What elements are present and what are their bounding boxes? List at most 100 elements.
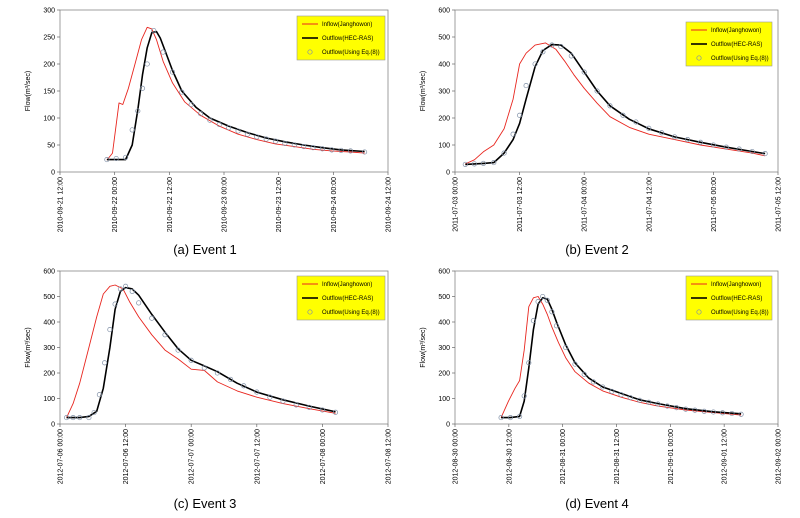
x-tick-label: 2011-07-04 00:00 [582, 177, 589, 232]
data-point-eq8 [77, 415, 83, 421]
data-point-eq8 [544, 297, 550, 303]
data-point-eq8 [151, 27, 157, 34]
data-point-eq8 [701, 408, 707, 414]
data-point-eq8 [64, 415, 70, 421]
data-point-eq8 [471, 161, 477, 167]
x-tick-label: 2010-09-23 00:00 [222, 177, 229, 232]
x-tick-label: 2010-09-21 12:00 [58, 177, 65, 232]
data-point-eq8 [720, 410, 726, 416]
data-point-eq8 [620, 112, 626, 118]
legend-label: Outflow(Using Eq.(8)) [711, 310, 769, 316]
data-point-eq8 [332, 409, 339, 415]
data-point-eq8 [637, 397, 643, 403]
data-point-eq8 [530, 318, 536, 324]
data-point-eq8 [301, 144, 307, 150]
legend-label: Inflow(Janghowon) [711, 28, 761, 34]
data-point-eq8 [280, 398, 286, 404]
y-tick-label: 300 [43, 345, 55, 352]
series-line-inflow [106, 26, 365, 161]
data-point-eq8 [480, 160, 486, 166]
data-point-eq8 [710, 409, 716, 415]
y-tick-label: 600 [43, 269, 55, 276]
data-point-eq8 [104, 157, 110, 163]
data-point-eq8 [362, 149, 368, 155]
data-point-eq8 [216, 121, 222, 128]
legend-label: Outflow(HEC-RAS) [711, 296, 762, 302]
data-point-eq8 [673, 405, 680, 411]
x-tick-label: 2011-07-03 12:00 [517, 177, 524, 232]
data-point-eq8 [329, 147, 335, 153]
y-tick-label: 600 [438, 269, 450, 276]
data-point-eq8 [201, 365, 207, 371]
y-tick-label: 0 [446, 170, 450, 177]
data-point-eq8 [241, 383, 247, 389]
data-point-eq8 [136, 300, 142, 306]
x-tick-label: 2012-07-07 12:00 [254, 429, 261, 484]
data-point-eq8 [540, 293, 546, 300]
data-point-eq8 [113, 155, 119, 162]
figure-caption: (a) Event 1 [173, 242, 237, 257]
legend: Inflow(Janghowon) Outflow(HEC-RAS) Outflow… [296, 275, 386, 321]
data-point-eq8 [736, 146, 742, 152]
y-tick-label: 100 [43, 396, 55, 403]
y-tick-label: 200 [43, 371, 55, 378]
data-point-eq8 [517, 112, 523, 118]
x-tick-label: 2012-09-02 00:00 [776, 429, 783, 484]
data-point-eq8 [590, 379, 596, 385]
legend-label: Outflow(Using Eq.(8)) [322, 50, 380, 56]
y-tick-label: 100 [438, 396, 450, 403]
data-point-eq8 [646, 399, 652, 405]
x-tick-label: 2012-07-07 00:00 [189, 429, 196, 484]
data-point-eq8 [306, 404, 312, 410]
y-axis-label: Flow(m³/sec) [25, 327, 32, 367]
x-tick-label: 2012-07-06 00:00 [58, 429, 65, 484]
y-tick-label: 500 [43, 294, 55, 301]
data-point-eq8 [91, 409, 97, 416]
data-point-eq8 [738, 411, 744, 417]
x-tick-label: 2012-09-01 00:00 [668, 429, 675, 484]
data-point-eq8 [563, 344, 569, 351]
data-point-eq8 [102, 360, 108, 366]
x-tick-label: 2012-07-06 12:00 [123, 429, 130, 484]
data-point-eq8 [70, 415, 76, 421]
data-point-eq8 [175, 347, 181, 353]
data-point-eq8 [226, 125, 232, 131]
chart-panel-3: 0 100 200 300 400 500 600 Flow(m³/sec) 2012-07-0… [25, 269, 393, 512]
legend-label: Outflow(HEC-RAS) [322, 36, 373, 42]
data-point-eq8 [188, 357, 194, 363]
y-tick-label: 300 [43, 8, 55, 15]
y-tick-label: 150 [43, 89, 55, 96]
data-point-eq8 [646, 125, 652, 131]
x-tick-label: 2010-09-23 12:00 [276, 177, 283, 232]
data-point-eq8 [572, 361, 578, 367]
chart-panel-4: 0 100 200 300 400 500 600 Flow(m³/sec) 2012-08-3… [420, 269, 783, 512]
y-tick-label: 600 [438, 8, 450, 15]
data-point-eq8 [633, 119, 639, 125]
data-point-eq8 [526, 360, 532, 366]
y-tick-label: 0 [51, 170, 55, 177]
data-point-eq8 [618, 392, 624, 398]
data-point-eq8 [160, 49, 166, 55]
data-point-eq8 [86, 415, 92, 421]
x-tick-label: 2011-07-05 00:00 [711, 177, 718, 232]
data-point-eq8 [655, 401, 661, 407]
data-point-eq8 [501, 150, 507, 156]
data-point-eq8 [282, 140, 288, 146]
x-tick-label: 2010-09-24 00:00 [331, 177, 338, 232]
data-point-eq8 [532, 61, 538, 67]
series-line-outflow [66, 286, 336, 419]
data-point-eq8 [523, 83, 529, 89]
y-tick-label: 100 [43, 116, 55, 123]
y-tick-label: 400 [438, 62, 450, 69]
series-line-outflow [501, 296, 742, 419]
data-point-eq8 [188, 101, 194, 108]
figure-caption: (c) Event 3 [174, 496, 237, 511]
data-point-eq8 [540, 49, 546, 55]
data-point-eq8 [581, 69, 587, 75]
data-point-eq8 [135, 108, 141, 114]
data-point-eq8 [697, 139, 704, 145]
legend-marker-eq8 [696, 55, 702, 61]
data-point-eq8 [254, 389, 260, 395]
data-point-eq8 [214, 370, 220, 376]
data-point-eq8 [117, 286, 123, 292]
